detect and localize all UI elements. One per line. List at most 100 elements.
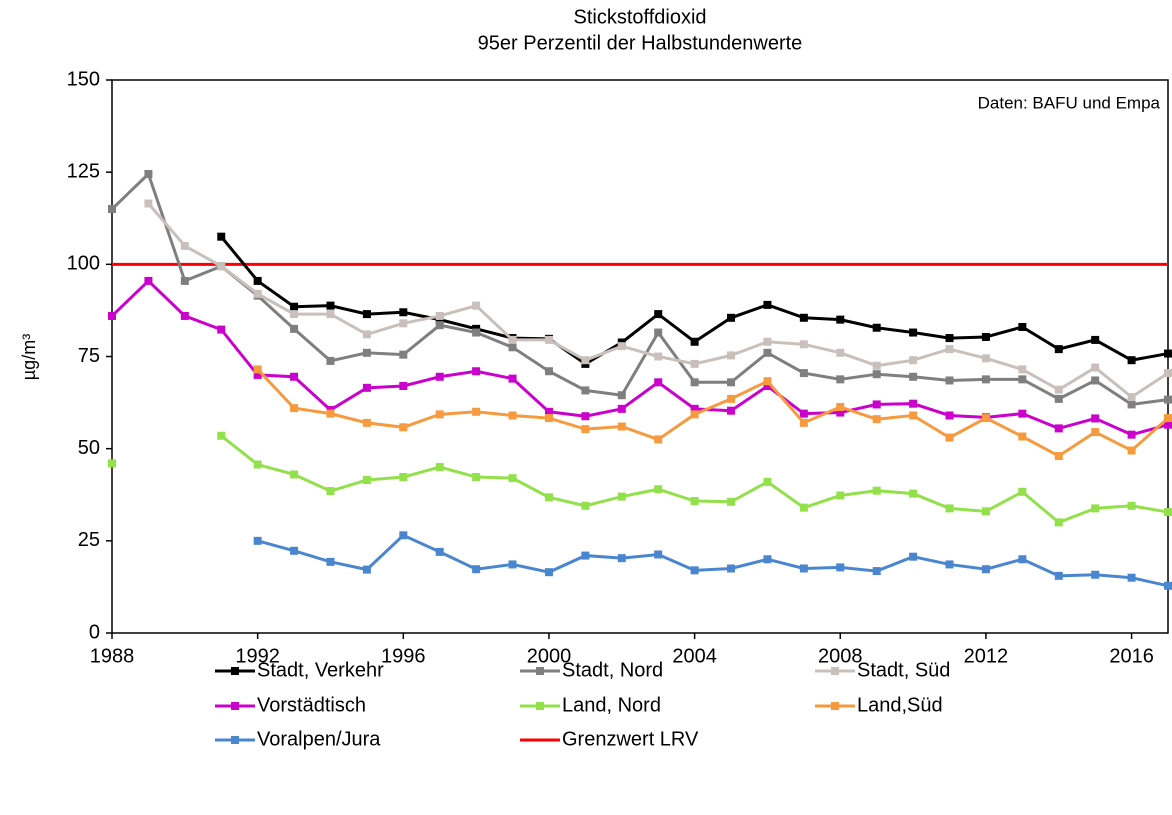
marker (836, 408, 845, 417)
marker (472, 407, 481, 416)
marker (617, 391, 626, 400)
marker (253, 536, 262, 545)
legend-marker (536, 702, 544, 710)
marker (836, 348, 845, 357)
marker (362, 565, 371, 574)
y-tick-label: 75 (78, 345, 100, 367)
marker (836, 315, 845, 324)
marker (909, 552, 918, 561)
marker (981, 507, 990, 516)
marker (727, 378, 736, 387)
marker (1091, 376, 1100, 385)
annotation: Daten: BAFU und Empa (978, 93, 1161, 112)
legend-label: Stadt, Nord (562, 659, 663, 681)
chart-subtitle: 95er Perzentil der Halbstundenwerte (478, 32, 803, 54)
marker (544, 407, 553, 416)
x-tick-label: 1992 (235, 645, 280, 667)
marker (144, 276, 153, 285)
marker (617, 404, 626, 413)
marker (362, 476, 371, 485)
legend-marker (831, 702, 839, 710)
marker (508, 374, 517, 383)
legend-label: Stadt, Süd (857, 659, 950, 681)
marker (144, 199, 153, 208)
legend-label: Vorstädtisch (257, 694, 366, 716)
marker (544, 335, 553, 344)
marker (690, 378, 699, 387)
marker (435, 321, 444, 330)
marker (872, 361, 881, 370)
marker (872, 567, 881, 576)
marker (799, 418, 808, 427)
legend-label: Voralpen/Jura (257, 728, 381, 750)
marker (981, 414, 990, 423)
marker (399, 381, 408, 390)
marker (1018, 487, 1027, 496)
marker (544, 414, 553, 423)
series-line (110, 278, 1169, 437)
marker (1127, 356, 1136, 365)
marker (690, 566, 699, 575)
marker (217, 262, 226, 271)
marker (472, 473, 481, 482)
marker (180, 311, 189, 320)
marker (1091, 363, 1100, 372)
marker (945, 376, 954, 385)
marker (435, 463, 444, 472)
marker (217, 232, 226, 241)
marker (290, 546, 299, 555)
marker (1091, 504, 1100, 513)
marker (763, 555, 772, 564)
marker (253, 289, 262, 298)
plot-area (111, 79, 1169, 634)
x-tick-label: 2000 (527, 645, 572, 667)
y-tick-label: 25 (78, 529, 100, 551)
marker (1127, 400, 1136, 409)
marker (909, 328, 918, 337)
marker (1164, 395, 1172, 404)
marker (508, 560, 517, 569)
marker (508, 343, 517, 352)
legend-label: Grenzwert LRV (562, 728, 699, 750)
marker (508, 474, 517, 483)
x-tick-label: 2016 (1109, 645, 1154, 667)
marker (872, 370, 881, 379)
marker (836, 375, 845, 384)
x-tick-label: 1988 (90, 645, 135, 667)
legend-label: Land,Süd (857, 694, 943, 716)
marker (326, 356, 335, 365)
marker (253, 370, 262, 379)
marker (399, 423, 408, 432)
marker (799, 503, 808, 512)
marker (435, 547, 444, 556)
y-tick-label: 50 (78, 437, 100, 459)
marker (581, 551, 590, 560)
marker (981, 354, 990, 363)
x-tick-label: 2012 (964, 645, 1009, 667)
marker (654, 310, 663, 319)
marker (581, 501, 590, 510)
series-line (257, 533, 1169, 588)
marker (1164, 581, 1172, 590)
marker (945, 504, 954, 513)
marker (362, 418, 371, 427)
marker (180, 276, 189, 285)
marker (654, 550, 663, 559)
marker (217, 325, 226, 334)
marker (217, 431, 226, 440)
marker (727, 406, 736, 415)
marker (1127, 573, 1136, 582)
marker (690, 359, 699, 368)
legend-marker (231, 702, 239, 710)
marker (799, 409, 808, 418)
x-tick-label: 2008 (818, 645, 863, 667)
marker (399, 473, 408, 482)
marker (763, 337, 772, 346)
marker (617, 342, 626, 351)
marker (108, 205, 116, 214)
marker (326, 301, 335, 310)
marker (435, 372, 444, 381)
y-axis-label: µg/m³ (19, 334, 39, 380)
marker (1018, 375, 1027, 384)
marker (872, 486, 881, 495)
